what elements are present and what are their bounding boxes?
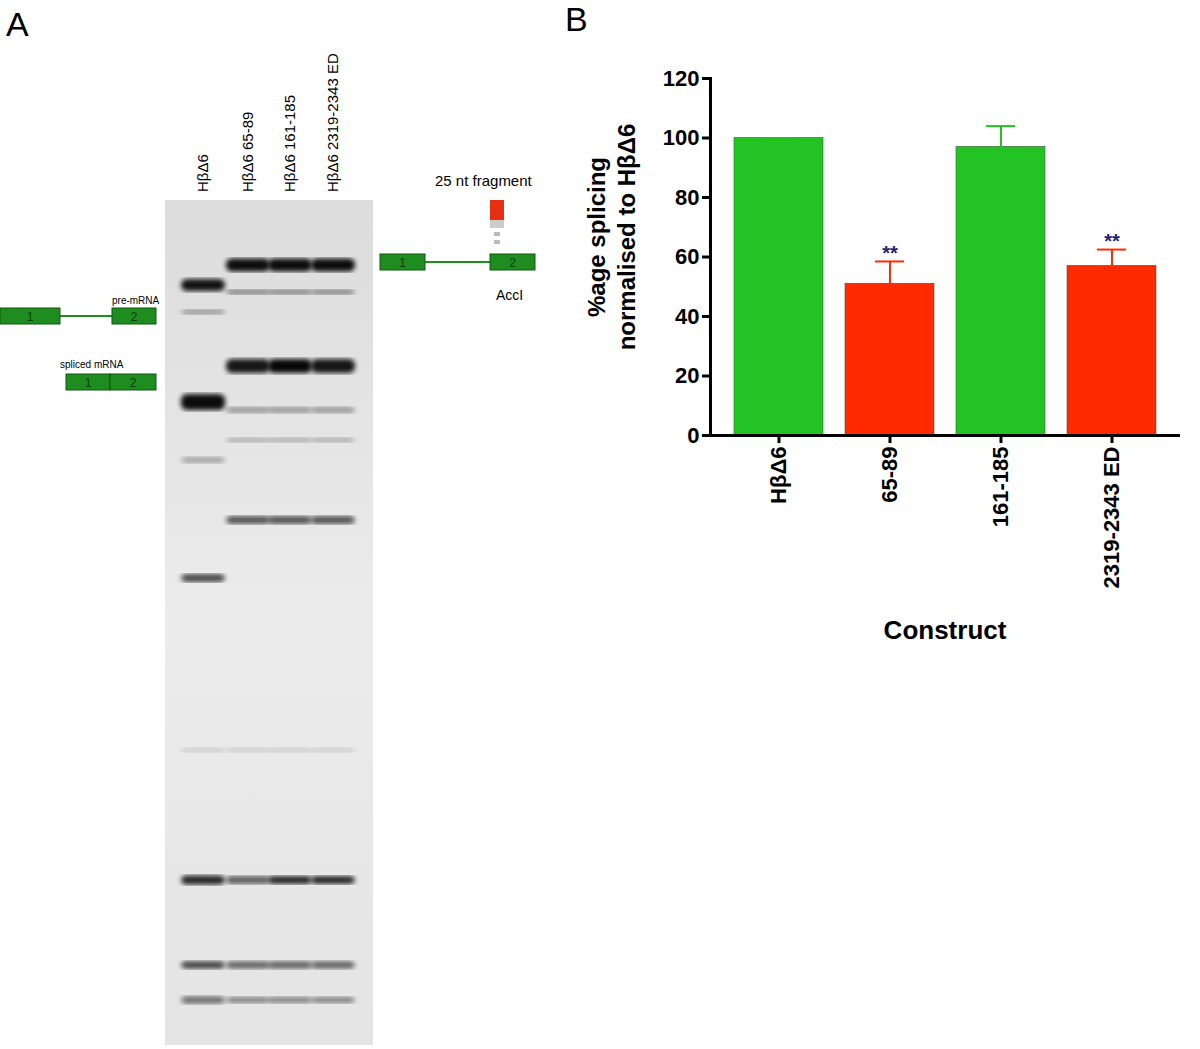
svg-text:A: A bbox=[6, 5, 29, 43]
svg-text:**: ** bbox=[882, 242, 898, 264]
html-text:Construct: Construct bbox=[883, 614, 1007, 645]
svg-text:HβΔ6 161-185: HβΔ6 161-185 bbox=[281, 95, 298, 192]
svg-text:spliced mRNA: spliced mRNA bbox=[60, 359, 124, 370]
svg-text:2: 2 bbox=[130, 376, 137, 390]
svg-text:65-89: 65-89 bbox=[877, 447, 902, 503]
svg-text:1: 1 bbox=[27, 310, 34, 324]
html-text:%age splicing normalised to Hβ: %age splicing normalised to HβΔ6 bbox=[583, 123, 640, 351]
svg-text:HβΔ6 65-89: HβΔ6 65-89 bbox=[239, 112, 256, 192]
svg-text:2: 2 bbox=[509, 256, 516, 270]
svg-text:80: 80 bbox=[675, 185, 699, 210]
svg-text:1: 1 bbox=[85, 376, 92, 390]
svg-text:HβΔ6: HβΔ6 bbox=[194, 154, 211, 192]
svg-text:40: 40 bbox=[675, 304, 699, 329]
svg-text:20: 20 bbox=[675, 363, 699, 388]
svg-text:2: 2 bbox=[131, 310, 138, 324]
html-text:B: B bbox=[565, 0, 588, 38]
svg-text:HβΔ6 2319-2343 ED: HβΔ6 2319-2343 ED bbox=[324, 53, 341, 192]
svg-text:60: 60 bbox=[675, 244, 699, 269]
svg-text:25 nt fragment: 25 nt fragment bbox=[435, 172, 533, 189]
svg-text:AccI: AccI bbox=[496, 287, 523, 303]
svg-text:pre-mRNA: pre-mRNA bbox=[112, 295, 160, 306]
svg-text:1: 1 bbox=[399, 256, 406, 270]
svg-text:HβΔ6: HβΔ6 bbox=[766, 447, 791, 504]
svg-text:**: ** bbox=[1104, 230, 1120, 252]
svg-text:0: 0 bbox=[687, 423, 699, 448]
svg-text:100: 100 bbox=[663, 125, 700, 150]
svg-text:161-185: 161-185 bbox=[988, 447, 1013, 528]
svg-text:120: 120 bbox=[663, 66, 700, 91]
svg-text:2319-2343 ED: 2319-2343 ED bbox=[1099, 447, 1124, 589]
